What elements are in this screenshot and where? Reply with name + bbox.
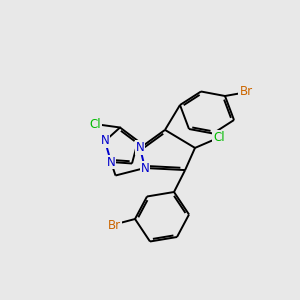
Text: N: N: [140, 161, 149, 175]
Text: N: N: [106, 155, 116, 169]
Text: N: N: [100, 134, 109, 148]
Text: Br: Br: [107, 219, 121, 232]
Text: N: N: [136, 141, 145, 154]
Text: Cl: Cl: [213, 131, 225, 144]
Text: Cl: Cl: [90, 118, 101, 131]
Text: Br: Br: [239, 85, 253, 98]
